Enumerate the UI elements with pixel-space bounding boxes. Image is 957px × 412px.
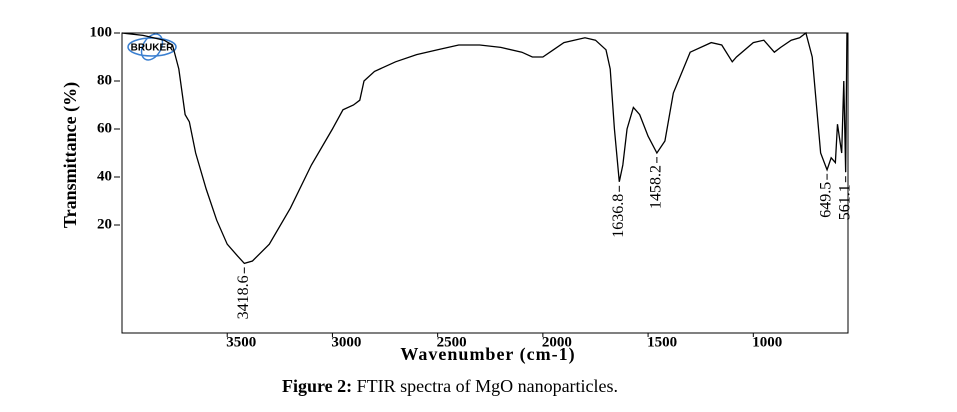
caption-label: Figure 2: (282, 376, 352, 396)
spectrum-line (121, 31, 848, 265)
peak-label: 649.5 (818, 182, 835, 218)
logo: BRUKER (127, 33, 177, 61)
x-tick-label: 2000 (542, 334, 572, 350)
logo-ring (140, 33, 164, 61)
caption-text: FTIR spectra of MgO nanoparticles. (357, 376, 618, 396)
x-tick-label: 1500 (647, 334, 677, 350)
x-tick-label: 3000 (331, 334, 361, 350)
x-tick-label: 2500 (437, 334, 467, 350)
caption: Figure 2: FTIR spectra of MgO nanopartic… (282, 376, 618, 396)
plot-frame (121, 32, 849, 334)
x-axis-label: Wavenumber (cm-1) (400, 344, 575, 365)
y-tick-label: 20 (97, 216, 112, 232)
peak-label: 3418.6 (235, 275, 252, 319)
y-tick-label: 100 (90, 24, 113, 40)
y-tick-label: 60 (97, 120, 112, 136)
x-tick-label: 1000 (752, 334, 782, 350)
x-tick-label: 3500 (226, 334, 256, 350)
y-tick-label: 40 (97, 168, 112, 184)
peak-label: 1636.8 (610, 194, 627, 238)
peak-label: 561.1 (836, 184, 853, 220)
y-tick-label: 80 (97, 72, 112, 88)
logo-text: BRUKER (131, 43, 175, 54)
y-axis-label: Transmittance (%) (60, 82, 81, 228)
peak-label: 1458.2 (648, 165, 665, 209)
